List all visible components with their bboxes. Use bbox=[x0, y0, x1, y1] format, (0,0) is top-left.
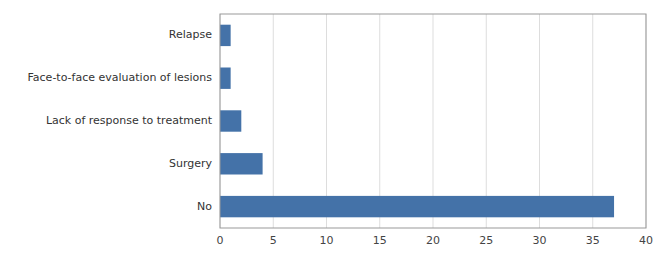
x-tick-label: 40 bbox=[639, 234, 653, 247]
plot-frame bbox=[220, 14, 646, 228]
x-tick-label: 0 bbox=[217, 234, 224, 247]
x-tick-label: 20 bbox=[426, 234, 440, 247]
y-tick-label: Lack of response to treatment bbox=[46, 114, 213, 127]
bar bbox=[220, 110, 241, 131]
y-tick-label: No bbox=[197, 200, 212, 213]
x-tick-label: 35 bbox=[586, 234, 600, 247]
grid bbox=[220, 14, 646, 228]
y-tick-label: Relapse bbox=[169, 28, 212, 41]
x-tick-label: 15 bbox=[373, 234, 387, 247]
y-tick-label: Face-to-face evaluation of lesions bbox=[28, 71, 213, 84]
bars bbox=[220, 25, 614, 218]
chart-svg: 0 5 10 15 20 25 30 35 40 No Surgery Lack of respons… bbox=[0, 0, 666, 268]
bar bbox=[220, 196, 614, 217]
x-tick-label: 5 bbox=[270, 234, 277, 247]
x-tick-label: 10 bbox=[320, 234, 334, 247]
x-axis: 0 5 10 15 20 25 30 35 40 bbox=[217, 234, 654, 247]
y-axis: No Surgery Lack of response to treatment Fa… bbox=[28, 28, 213, 212]
x-tick-label: 30 bbox=[533, 234, 547, 247]
bar bbox=[220, 68, 231, 89]
bar bbox=[220, 153, 263, 174]
x-tick-label: 25 bbox=[479, 234, 493, 247]
y-tick-label: Surgery bbox=[169, 157, 213, 170]
chart-container: 0 5 10 15 20 25 30 35 40 No Surgery Lack of respons… bbox=[0, 0, 666, 268]
bar bbox=[220, 25, 231, 46]
